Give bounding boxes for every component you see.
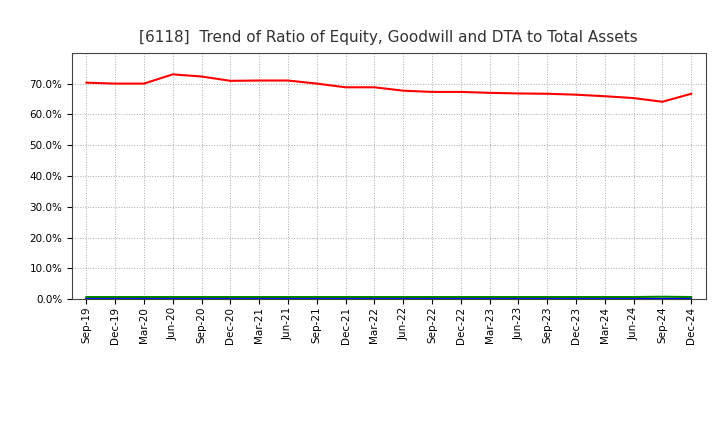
Goodwill: [658, 297, 667, 302]
Equity: [658, 99, 667, 104]
Goodwill: [197, 297, 206, 302]
Equity: [428, 89, 436, 95]
Goodwill: [600, 297, 609, 302]
Goodwill: [370, 297, 379, 302]
Deferred Tax Assets: [168, 294, 177, 300]
Goodwill: [629, 297, 638, 302]
Goodwill: [140, 297, 148, 302]
Equity: [226, 78, 235, 84]
Equity: [284, 78, 292, 83]
Equity: [456, 89, 465, 95]
Goodwill: [226, 297, 235, 302]
Deferred Tax Assets: [514, 294, 523, 300]
Deferred Tax Assets: [456, 294, 465, 300]
Deferred Tax Assets: [284, 294, 292, 300]
Equity: [543, 91, 552, 96]
Equity: [140, 81, 148, 86]
Equity: [600, 94, 609, 99]
Equity: [572, 92, 580, 97]
Deferred Tax Assets: [600, 294, 609, 300]
Equity: [168, 72, 177, 77]
Goodwill: [82, 297, 91, 302]
Deferred Tax Assets: [658, 294, 667, 299]
Deferred Tax Assets: [111, 294, 120, 300]
Goodwill: [312, 297, 321, 302]
Equity: [255, 78, 264, 83]
Equity: [370, 84, 379, 90]
Goodwill: [572, 297, 580, 302]
Deferred Tax Assets: [341, 294, 350, 300]
Goodwill: [428, 297, 436, 302]
Goodwill: [485, 297, 494, 302]
Deferred Tax Assets: [226, 294, 235, 300]
Deferred Tax Assets: [255, 294, 264, 300]
Deferred Tax Assets: [370, 294, 379, 300]
Deferred Tax Assets: [543, 294, 552, 300]
Goodwill: [284, 297, 292, 302]
Deferred Tax Assets: [312, 294, 321, 300]
Goodwill: [341, 297, 350, 302]
Deferred Tax Assets: [399, 294, 408, 300]
Equity: [514, 91, 523, 96]
Title: [6118]  Trend of Ratio of Equity, Goodwill and DTA to Total Assets: [6118] Trend of Ratio of Equity, Goodwil…: [140, 29, 638, 45]
Equity: [485, 90, 494, 95]
Goodwill: [255, 297, 264, 302]
Deferred Tax Assets: [82, 294, 91, 300]
Line: Equity: Equity: [86, 74, 691, 102]
Equity: [82, 80, 91, 85]
Goodwill: [399, 297, 408, 302]
Equity: [341, 84, 350, 90]
Equity: [687, 91, 696, 96]
Goodwill: [111, 297, 120, 302]
Equity: [197, 74, 206, 79]
Deferred Tax Assets: [428, 294, 436, 300]
Equity: [629, 95, 638, 101]
Deferred Tax Assets: [572, 294, 580, 300]
Deferred Tax Assets: [687, 294, 696, 300]
Deferred Tax Assets: [140, 294, 148, 300]
Deferred Tax Assets: [485, 294, 494, 300]
Equity: [399, 88, 408, 93]
Goodwill: [168, 297, 177, 302]
Equity: [111, 81, 120, 86]
Goodwill: [514, 297, 523, 302]
Equity: [312, 81, 321, 86]
Deferred Tax Assets: [629, 294, 638, 300]
Goodwill: [687, 297, 696, 302]
Goodwill: [543, 297, 552, 302]
Deferred Tax Assets: [197, 294, 206, 300]
Goodwill: [456, 297, 465, 302]
